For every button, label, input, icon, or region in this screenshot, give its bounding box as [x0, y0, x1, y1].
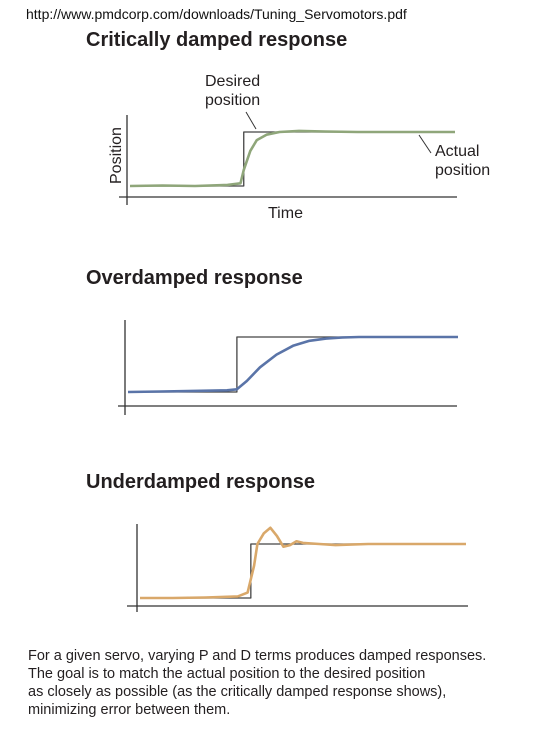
overdamped-chart	[118, 320, 458, 415]
chart-title-under: Underdamped response	[86, 471, 315, 493]
desired-annotation-line1: Desired	[205, 73, 260, 90]
desired-annotation-line2: position	[205, 92, 260, 109]
caption-line-1: For a given servo, varying P and D terms…	[28, 648, 487, 664]
underdamped-chart	[127, 524, 468, 612]
plot-area	[140, 526, 466, 600]
actual-position-line	[140, 526, 466, 600]
actual-leader-line	[418, 134, 432, 154]
caption-line-3: as closely as possible (as the criticall…	[28, 684, 447, 700]
x-axis-label: Time	[268, 205, 303, 222]
caption-line-4: minimizing error between them.	[28, 702, 231, 718]
desired-position-line	[130, 131, 455, 187]
chart-title-over: Overdamped response	[86, 267, 303, 289]
actual-position-line	[127, 335, 458, 394]
desired-position-line	[140, 543, 466, 599]
y-axis-label: Position	[108, 127, 125, 184]
actual-annotation-line1: Actual	[435, 143, 479, 160]
desired-leader-line	[245, 111, 257, 130]
plot-area	[129, 129, 455, 188]
plot-area	[127, 335, 458, 394]
chart-title-critical: Critically damped response	[86, 29, 348, 51]
critical-chart: Position Time Desired position Actual po…	[108, 73, 490, 222]
caption-line-2: The goal is to match the actual position…	[28, 666, 426, 682]
actual-position-line	[129, 129, 455, 188]
caption: For a given servo, varying P and D terms…	[28, 647, 528, 719]
source-url: http://www.pmdcorp.com/downloads/Tuning_…	[26, 6, 407, 22]
actual-annotation-line2: position	[435, 162, 490, 179]
